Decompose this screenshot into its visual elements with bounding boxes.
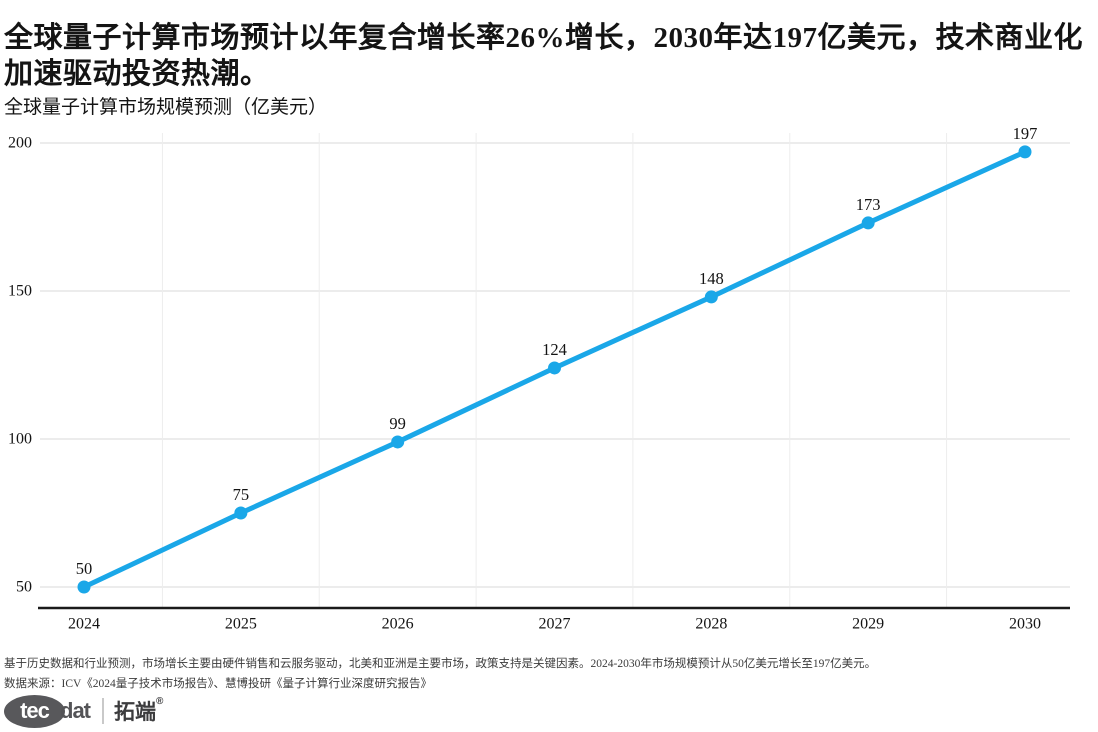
x-tick-label: 2025 xyxy=(225,616,257,633)
footnote: 基于历史数据和行业预测，市场增长主要由硬件销售和云服务驱动，北美和亚洲是主要市场… xyxy=(4,658,877,670)
logo-brand-cn: 拓端 ® xyxy=(114,696,163,726)
tecdat-logo: tec dat 拓端 ® xyxy=(4,694,163,728)
registered-mark: ® xyxy=(156,696,164,707)
data-point xyxy=(234,506,248,520)
data-label: 124 xyxy=(542,340,567,359)
headline: 全球量子计算市场预计以年复合增长率26%增长，2030年达197亿美元，技术商业… xyxy=(4,22,1084,90)
data-point xyxy=(861,216,875,230)
data-label: 173 xyxy=(856,195,881,214)
logo-dat-text: dat xyxy=(60,698,91,723)
data-point xyxy=(704,290,718,304)
line-chart: 50 100 150 200 2024 2025 2026 2027 2028 2029 2030 5… xyxy=(8,128,1070,633)
x-tick-label: 2026 xyxy=(382,616,414,633)
x-tick-label: 2030 xyxy=(1009,616,1041,633)
x-tick-label: 2027 xyxy=(539,616,571,633)
y-tick-label: 200 xyxy=(8,135,32,152)
data-label: 197 xyxy=(1013,128,1038,143)
logo-ellipse: tec xyxy=(4,694,65,728)
logo-cn-text: 拓端 xyxy=(114,701,156,724)
data-point xyxy=(548,361,561,375)
data-label: 99 xyxy=(389,414,406,433)
data-label: 50 xyxy=(76,559,93,578)
data-label: 75 xyxy=(233,485,250,504)
logo-tec-text: tec xyxy=(20,698,50,723)
data-point xyxy=(1018,145,1032,159)
data-source: 数据来源：ICV《2024量子技术市场报告》、慧博投研《量子计算行业深度研究报告… xyxy=(4,678,433,690)
chart-title: 全球量子计算市场规模预测（亿美元） xyxy=(4,97,328,118)
y-tick-label: 50 xyxy=(16,579,32,596)
x-tick-label: 2028 xyxy=(695,616,727,633)
y-tick-label: 100 xyxy=(8,431,32,448)
data-label: 148 xyxy=(699,269,724,288)
data-point xyxy=(391,435,405,449)
data-point xyxy=(77,580,91,594)
x-tick-label: 2029 xyxy=(852,616,884,633)
x-tick-label: 2024 xyxy=(68,616,100,633)
y-tick-label: 150 xyxy=(8,283,32,300)
logo-divider xyxy=(102,698,104,724)
